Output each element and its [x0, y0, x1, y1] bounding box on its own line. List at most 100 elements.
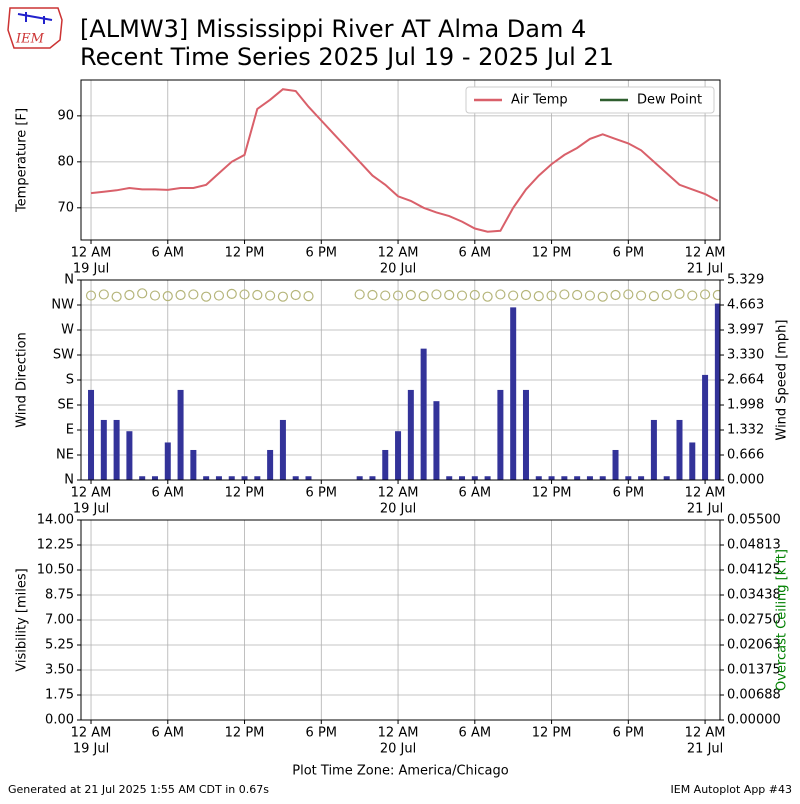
y2-tick-label: 3.330 — [727, 348, 764, 363]
bar — [241, 476, 248, 480]
title-line: [ALMW3] Mississippi River AT Alma Dam 4 — [80, 15, 586, 43]
bar — [113, 419, 120, 480]
plot-area — [85, 288, 720, 480]
bar — [625, 476, 632, 480]
y-tick-label: E — [66, 423, 74, 438]
direction-point — [469, 289, 480, 301]
x-tick-label: 6 PM — [306, 246, 337, 261]
x-tick-label: 6 AM — [459, 246, 492, 261]
bar — [292, 476, 299, 480]
direction-point — [188, 289, 199, 300]
x-tick-label: 21 Jul — [687, 502, 723, 517]
bar — [88, 389, 95, 480]
direction-point — [687, 290, 698, 301]
x-tick-label: 20 Jul — [380, 742, 416, 757]
y-tick-label: 0.00 — [45, 713, 74, 728]
x-tick-label: 12 PM — [225, 246, 265, 261]
y2-tick-label: 2.664 — [727, 373, 764, 388]
logo: IEM — [7, 7, 63, 49]
direction-point — [98, 289, 109, 300]
y2-tick-label: 3.997 — [727, 322, 764, 337]
direction-point — [623, 289, 634, 300]
y2-tick-label: 4.663 — [727, 297, 764, 312]
bar — [638, 476, 645, 480]
direction-point — [674, 288, 685, 299]
y2-tick-label: 0.02063 — [727, 638, 781, 653]
direction-point — [584, 290, 596, 301]
bar — [714, 303, 720, 480]
bar — [586, 476, 593, 480]
bar — [382, 449, 389, 480]
plot-area — [90, 88, 719, 233]
bar — [151, 476, 158, 480]
direction-point — [546, 290, 557, 301]
x-tick-label: 21 Jul — [687, 262, 723, 277]
direction-point — [405, 289, 416, 301]
bar — [689, 442, 696, 480]
direction-point — [111, 291, 122, 302]
bar — [650, 419, 657, 480]
y2-tick-label: 0.00688 — [727, 688, 781, 703]
x-axis-label: Plot Time Zone: America/Chicago — [292, 764, 508, 779]
y-tick-label: 70 — [57, 200, 74, 215]
y-tick-label: SE — [58, 398, 74, 413]
x-tick-label: 12 AM — [378, 486, 419, 501]
x-tick-label: 6 AM — [459, 726, 492, 741]
bar — [190, 449, 197, 480]
y2-tick-label: 0.04125 — [727, 563, 781, 578]
y2-tick-label: 1.998 — [727, 398, 764, 413]
bar — [267, 449, 274, 480]
x-tick-label: 12 AM — [71, 246, 112, 261]
y2-tick-label: 0.04813 — [727, 538, 781, 553]
y2-tick-label: 0.03438 — [727, 588, 781, 603]
bar — [612, 449, 619, 480]
x-tick-label: 21 Jul — [687, 742, 723, 757]
direction-point — [559, 289, 570, 300]
direction-point — [495, 289, 506, 300]
bar — [420, 348, 427, 480]
bar — [497, 389, 504, 480]
plot-frame — [80, 519, 721, 721]
y-axis-label: Temperature [F] — [15, 108, 30, 213]
bar — [561, 476, 568, 480]
y-tick-label: 12.25 — [37, 538, 74, 553]
y2-axis-label: Overcast Ceiling [k ft] — [775, 549, 790, 691]
direction-point — [367, 289, 378, 301]
y2-tick-label: 0.00000 — [727, 713, 781, 728]
direction-point — [610, 289, 621, 301]
bar — [305, 476, 312, 480]
direction-point — [354, 289, 365, 300]
x-tick-label: 12 PM — [225, 486, 265, 501]
x-tick-label: 12 AM — [71, 726, 112, 741]
bar — [484, 476, 491, 480]
x-tick-label: 12 AM — [685, 726, 726, 741]
x-tick-label: 6 PM — [613, 246, 644, 261]
bar — [254, 476, 261, 480]
legend-label: Air Temp — [511, 93, 568, 108]
direction-point — [226, 288, 237, 299]
direction-point — [85, 290, 97, 301]
logo-text: IEM — [15, 32, 45, 47]
direction-point — [213, 290, 225, 301]
x-tick-label: 12 AM — [71, 486, 112, 501]
y-tick-label: SW — [53, 348, 74, 363]
x-tick-label: 12 AM — [685, 246, 726, 261]
x-tick-label: 6 PM — [613, 726, 644, 741]
bar — [471, 476, 478, 480]
x-tick-label: 6 AM — [152, 486, 185, 501]
y-tick-label: 1.75 — [45, 688, 74, 703]
bar — [100, 419, 107, 480]
title-line: Recent Time Series 2025 Jul 19 - 2025 Ju… — [80, 43, 614, 71]
direction-point — [482, 291, 493, 302]
x-tick-label: 6 AM — [152, 246, 185, 261]
y-tick-label: S — [66, 373, 74, 388]
bar — [369, 476, 376, 480]
bar — [215, 476, 222, 480]
y2-tick-label: 0.05500 — [727, 513, 781, 528]
bar — [548, 476, 555, 480]
y-tick-label: 90 — [57, 108, 74, 123]
bar — [535, 476, 542, 480]
direction-point — [520, 289, 532, 301]
y2-tick-label: 1.332 — [727, 423, 764, 438]
